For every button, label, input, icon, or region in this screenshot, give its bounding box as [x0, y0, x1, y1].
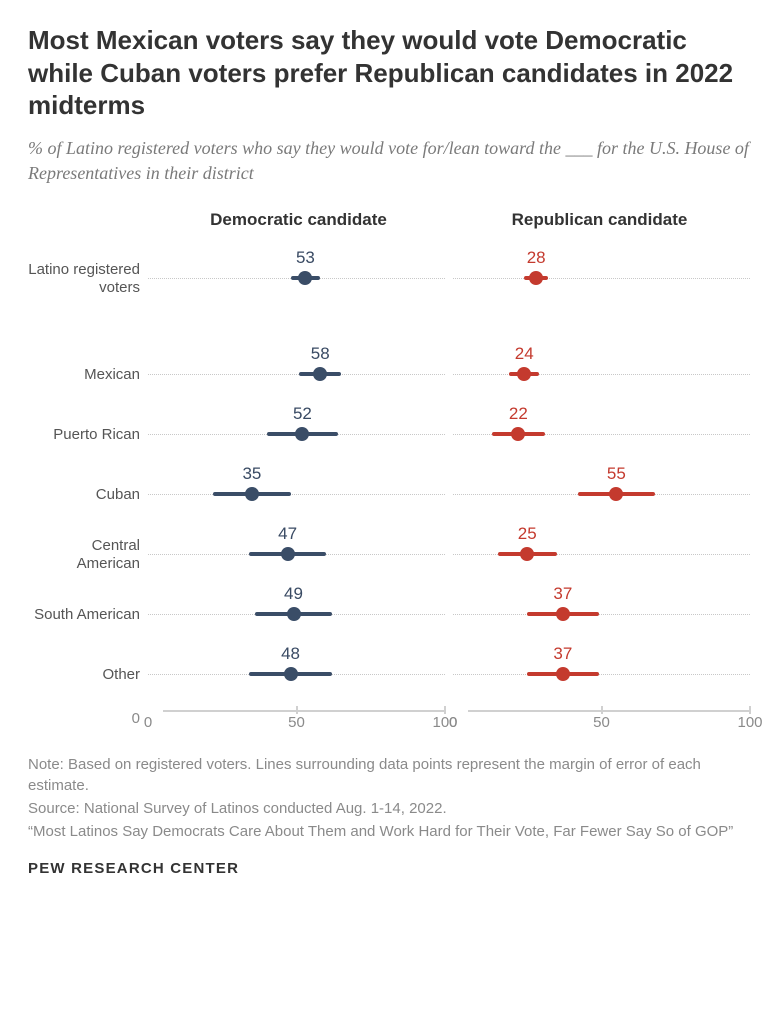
data-row: Puerto Rican5222: [148, 396, 750, 456]
axis-tick-label: 0: [144, 714, 152, 731]
row-label: Mexican: [28, 348, 140, 384]
data-row: Cuban3555: [148, 456, 750, 516]
data-point: [556, 667, 570, 681]
dem-panel: 49: [148, 576, 445, 636]
rep-panel: 55: [453, 456, 750, 516]
value-label: 48: [281, 644, 300, 664]
axis-tick-label: 100: [737, 714, 762, 731]
data-row: Central American4725: [148, 516, 750, 576]
data-point: [313, 367, 327, 381]
source-logo: PEW RESEARCH CENTER: [28, 860, 750, 877]
axis-tick-label: 50: [288, 714, 305, 731]
chart-area: Democratic candidate Republican candidat…: [28, 210, 750, 734]
value-label: 22: [509, 404, 528, 424]
note-line: “Most Latinos Say Democrats Care About T…: [28, 821, 750, 842]
value-label: 49: [284, 584, 303, 604]
data-point: [529, 271, 543, 285]
dem-panel: 35: [148, 456, 445, 516]
data-point: [245, 487, 259, 501]
rep-panel: 37: [453, 636, 750, 696]
data-point: [556, 607, 570, 621]
column-headers: Democratic candidate Republican candidat…: [148, 210, 750, 230]
row-label: Central American: [28, 519, 140, 573]
value-label: 52: [293, 404, 312, 424]
rep-panel: 24: [453, 336, 750, 396]
dem-panel: 53: [148, 240, 445, 300]
rep-panel: 37: [453, 576, 750, 636]
chart-notes: Note: Based on registered voters. Lines …: [28, 754, 750, 842]
rep-panel: 22: [453, 396, 750, 456]
axis-tick-label: 50: [593, 714, 610, 731]
row-label: Latino registered voters: [28, 243, 140, 297]
chart-title: Most Mexican voters say they would vote …: [28, 24, 750, 122]
rep-panel: 25: [453, 516, 750, 576]
dem-panel: 48: [148, 636, 445, 696]
axis: 0 501000 501000: [148, 706, 750, 734]
note-line: Note: Based on registered voters. Lines …: [28, 754, 750, 796]
row-label: Puerto Rican: [28, 408, 140, 444]
data-row: Mexican5824: [148, 336, 750, 396]
data-point: [511, 427, 525, 441]
data-point: [298, 271, 312, 285]
rep-panel: 28: [453, 240, 750, 300]
data-point: [609, 487, 623, 501]
row-label: Other: [28, 648, 140, 684]
value-label: 47: [278, 524, 297, 544]
data-point: [295, 427, 309, 441]
row-label: Cuban: [28, 468, 140, 504]
axis-tick-label: 0: [449, 714, 457, 731]
value-label: 28: [527, 248, 546, 268]
data-point: [284, 667, 298, 681]
dem-header: Democratic candidate: [148, 210, 449, 230]
value-label: 37: [553, 584, 572, 604]
row-label: South American: [28, 588, 140, 624]
dem-panel: 47: [148, 516, 445, 576]
data-point: [520, 547, 534, 561]
value-label: 53: [296, 248, 315, 268]
data-row: Other4837: [148, 636, 750, 696]
rep-header: Republican candidate: [449, 210, 750, 230]
data-row: Latino registered voters5328: [148, 240, 750, 300]
value-label: 25: [518, 524, 537, 544]
dem-panel: 52: [148, 396, 445, 456]
chart-subtitle: % of Latino registered voters who say th…: [28, 136, 750, 186]
axis-zero: 0: [28, 710, 140, 727]
note-line: Source: National Survey of Latinos condu…: [28, 798, 750, 819]
value-label: 37: [553, 644, 572, 664]
value-label: 58: [311, 344, 330, 364]
data-point: [287, 607, 301, 621]
value-label: 35: [242, 464, 261, 484]
value-label: 55: [607, 464, 626, 484]
data-point: [281, 547, 295, 561]
value-label: 24: [515, 344, 534, 364]
dem-panel: 58: [148, 336, 445, 396]
data-row: South American4937: [148, 576, 750, 636]
data-point: [517, 367, 531, 381]
